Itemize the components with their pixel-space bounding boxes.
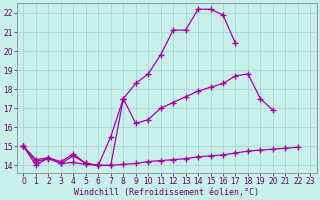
- X-axis label: Windchill (Refroidissement éolien,°C): Windchill (Refroidissement éolien,°C): [74, 188, 260, 197]
